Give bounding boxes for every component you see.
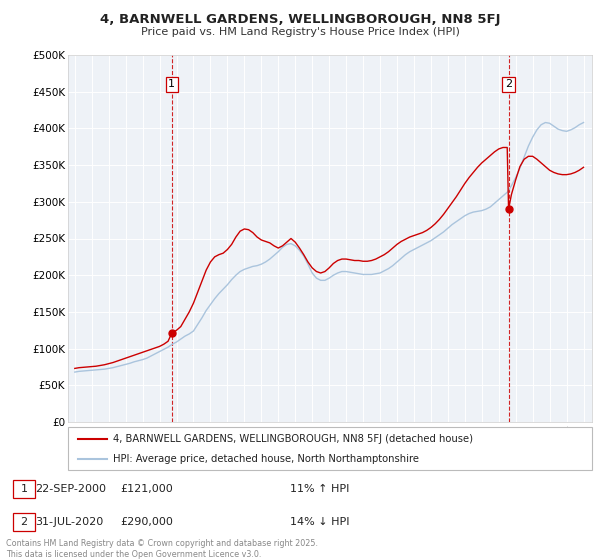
Text: 22-SEP-2000: 22-SEP-2000	[35, 484, 106, 494]
Text: £290,000: £290,000	[120, 517, 173, 527]
Text: 2: 2	[505, 80, 512, 90]
Text: 4, BARNWELL GARDENS, WELLINGBOROUGH, NN8 5FJ (detached house): 4, BARNWELL GARDENS, WELLINGBOROUGH, NN8…	[113, 434, 473, 444]
Text: Contains HM Land Registry data © Crown copyright and database right 2025.
This d: Contains HM Land Registry data © Crown c…	[6, 539, 318, 559]
Text: HPI: Average price, detached house, North Northamptonshire: HPI: Average price, detached house, Nort…	[113, 454, 419, 464]
Text: £121,000: £121,000	[120, 484, 173, 494]
Text: 1: 1	[20, 484, 28, 494]
Text: Price paid vs. HM Land Registry's House Price Index (HPI): Price paid vs. HM Land Registry's House …	[140, 27, 460, 38]
Bar	[13, 480, 35, 498]
Text: 1: 1	[168, 80, 175, 90]
Text: 31-JUL-2020: 31-JUL-2020	[35, 517, 103, 527]
FancyBboxPatch shape	[68, 427, 592, 470]
Text: 14% ↓ HPI: 14% ↓ HPI	[290, 517, 349, 527]
Text: 4, BARNWELL GARDENS, WELLINGBOROUGH, NN8 5FJ: 4, BARNWELL GARDENS, WELLINGBOROUGH, NN8…	[100, 13, 500, 26]
Text: 11% ↑ HPI: 11% ↑ HPI	[290, 484, 349, 494]
Bar	[13, 513, 35, 531]
Text: 2: 2	[20, 517, 28, 527]
